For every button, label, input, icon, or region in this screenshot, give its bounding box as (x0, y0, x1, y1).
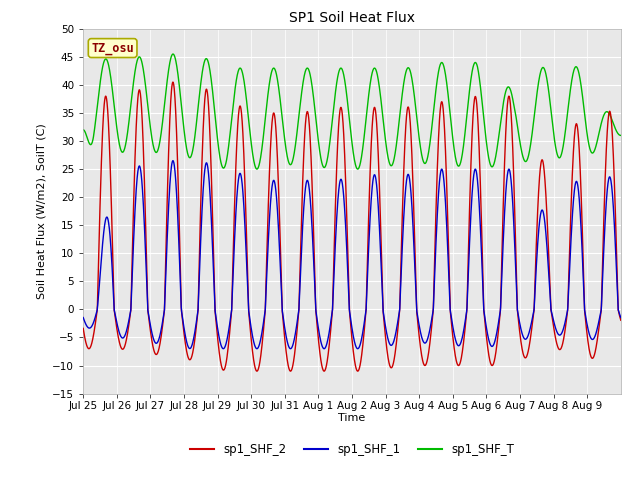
sp1_SHF_2 (545, 246, 552, 252)
sp1_SHF_1 (354, 346, 362, 351)
sp1_SHF_T (250, 154, 257, 160)
X-axis label: Time: Time (339, 413, 365, 423)
sp1_SHF_2 (79, 325, 87, 331)
sp1_SHF_2 (169, 79, 177, 85)
sp1_SHF_T (354, 166, 362, 172)
sp1_SHF_T (545, 86, 552, 92)
Text: TZ_osu: TZ_osu (92, 42, 134, 55)
sp1_SHF_2 (133, 110, 141, 116)
sp1_SHF_T (133, 59, 141, 64)
sp1_SHF_2 (250, 354, 257, 360)
sp1_SHF_T (385, 157, 392, 163)
sp1_SHF_1 (617, 315, 625, 321)
sp1_SHF_T (610, 121, 618, 127)
Line: sp1_SHF_2: sp1_SHF_2 (83, 82, 621, 371)
sp1_SHF_2 (610, 158, 618, 164)
sp1_SHF_1 (133, 178, 141, 184)
sp1_SHF_2 (515, 314, 522, 320)
sp1_SHF_T (79, 127, 87, 132)
sp1_SHF_T (515, 127, 522, 133)
sp1_SHF_2 (354, 368, 362, 374)
sp1_SHF_1 (610, 208, 618, 214)
sp1_SHF_1 (385, 338, 392, 344)
sp1_SHF_T (169, 51, 177, 57)
sp1_SHF_2 (385, 358, 392, 363)
sp1_SHF_1 (169, 158, 177, 164)
Line: sp1_SHF_1: sp1_SHF_1 (83, 161, 621, 348)
Title: SP1 Soil Heat Flux: SP1 Soil Heat Flux (289, 11, 415, 25)
sp1_SHF_T (617, 132, 625, 138)
Legend: sp1_SHF_2, sp1_SHF_1, sp1_SHF_T: sp1_SHF_2, sp1_SHF_1, sp1_SHF_T (186, 438, 518, 461)
sp1_SHF_1 (250, 336, 257, 342)
sp1_SHF_1 (79, 315, 87, 321)
sp1_SHF_2 (617, 317, 625, 323)
Line: sp1_SHF_T: sp1_SHF_T (83, 54, 621, 169)
sp1_SHF_1 (545, 266, 552, 272)
sp1_SHF_1 (515, 311, 522, 317)
Y-axis label: Soil Heat Flux (W/m2), SoilT (C): Soil Heat Flux (W/m2), SoilT (C) (36, 123, 47, 299)
